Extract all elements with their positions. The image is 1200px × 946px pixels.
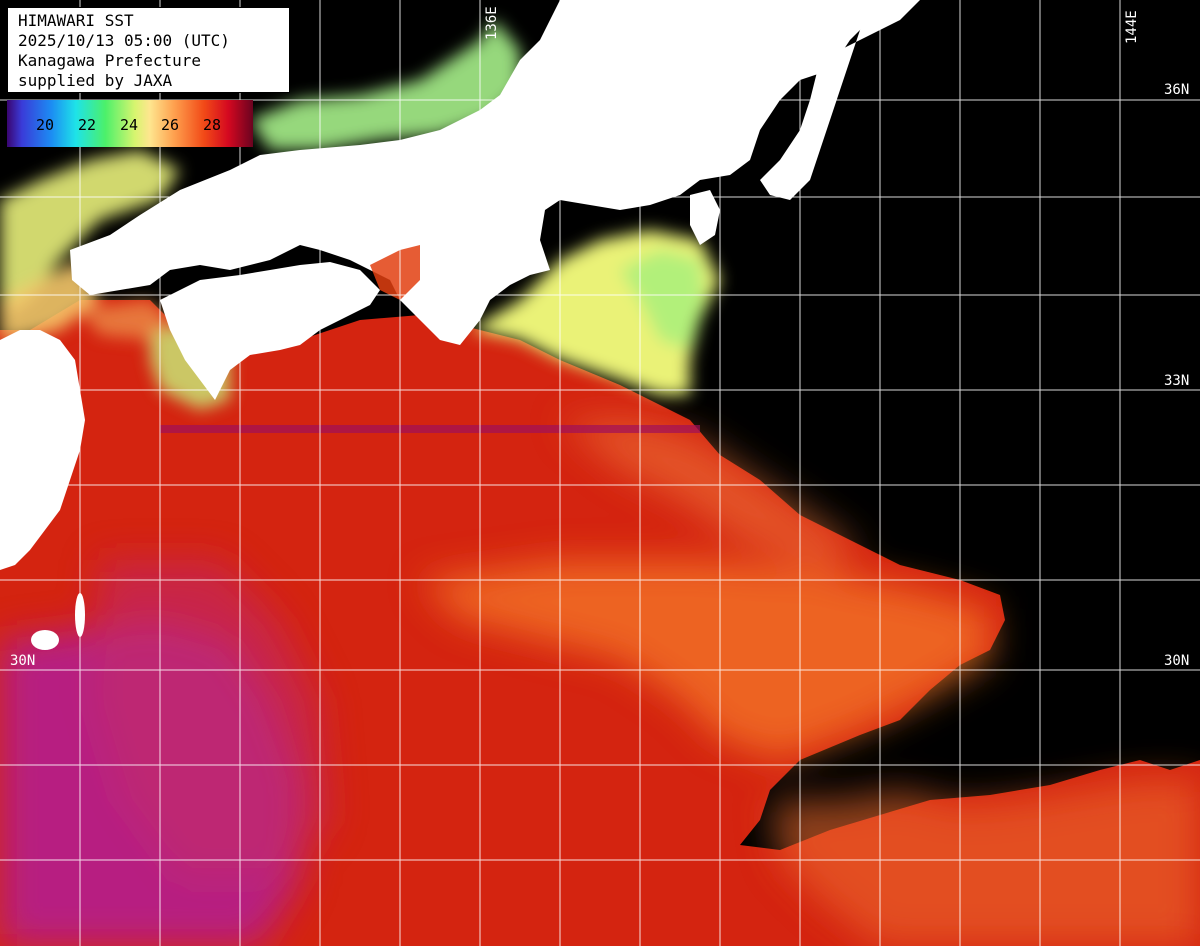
product-title: HIMAWARI SST <box>18 11 134 30</box>
temperature-scale-bar <box>7 100 253 147</box>
lat-label-33-left: 33 <box>10 373 27 389</box>
scale-tick-26: 26 <box>161 116 180 134</box>
lat-label-33n-right: 33N <box>1164 373 1190 389</box>
land-shikoku <box>160 262 380 400</box>
lon-label-144e: 144E <box>1124 10 1140 44</box>
scanline-artifact <box>160 425 700 433</box>
title-box: HIMAWARI SST 2025/10/13 05:00 (UTC) Kana… <box>7 7 290 93</box>
region-label: Kanagawa Prefecture <box>18 51 202 70</box>
scale-tick-22: 22 <box>78 116 97 134</box>
warm-current-streaks <box>420 420 1200 946</box>
lat-label-36n: 36N <box>1164 82 1190 98</box>
timestamp: 2025/10/13 05:00 (UTC) <box>18 31 230 50</box>
sea-surface-warmest <box>0 560 330 946</box>
land-izu <box>690 190 720 245</box>
scale-tick-20: 20 <box>36 116 55 134</box>
lat-label-30n-left: 30N <box>10 653 36 669</box>
scale-tick-24: 24 <box>120 116 139 134</box>
land-honshu <box>70 0 870 345</box>
land-yakushima <box>31 630 59 650</box>
credit-label: supplied by JAXA <box>18 71 173 90</box>
lon-label-136e: 136E <box>484 6 500 40</box>
strait-water <box>370 245 420 300</box>
lat-label-30n-right: 30N <box>1164 653 1190 669</box>
scale-tick-28: 28 <box>203 116 222 134</box>
